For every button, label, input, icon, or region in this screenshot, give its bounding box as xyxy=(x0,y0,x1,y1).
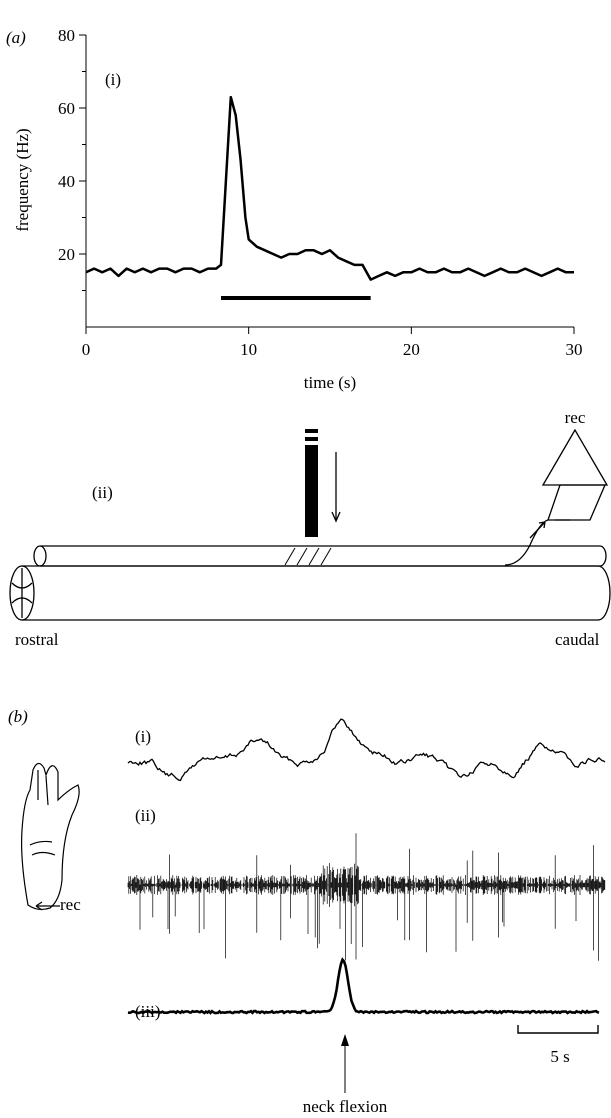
event-arrow xyxy=(341,1034,349,1046)
rec-label: rec xyxy=(60,895,81,914)
scale-bar-label: 5 s xyxy=(550,1047,569,1066)
panel-label: (b) xyxy=(8,707,28,726)
x-axis-label: time (s) xyxy=(304,373,356,392)
trace-iii xyxy=(127,957,600,1015)
rec-label: rec xyxy=(565,408,586,427)
x-tick-label: 0 xyxy=(82,340,91,359)
sub-panel-label: (ii) xyxy=(92,483,113,502)
y-axis-label: frequency (Hz) xyxy=(13,128,32,231)
stimulus-probe xyxy=(305,445,318,537)
scale-bar xyxy=(517,1025,599,1034)
panel-label: (a) xyxy=(6,28,26,47)
caudal-label: caudal xyxy=(555,630,600,649)
rostral-label: rostral xyxy=(15,630,59,649)
trace-line xyxy=(85,95,574,281)
trace-label: (ii) xyxy=(135,806,156,825)
trace-ii xyxy=(127,833,606,961)
y-tick-label: 60 xyxy=(58,99,75,118)
trace-label: (i) xyxy=(135,727,151,746)
event-label: neck flexion xyxy=(303,1097,388,1116)
y-tick-label: 80 xyxy=(58,26,75,45)
hand-drawing xyxy=(21,762,80,911)
x-tick-label: 20 xyxy=(403,340,420,359)
trace-i xyxy=(127,718,606,782)
chart: 20 40 60 80 0 10 20 30 xyxy=(58,26,583,359)
x-tick-label: 30 xyxy=(566,340,583,359)
x-tick-label: 10 xyxy=(240,340,257,359)
stimulus-probe xyxy=(305,437,318,441)
nerve-diagram xyxy=(9,428,611,621)
stimulus-probe xyxy=(305,429,318,433)
traces xyxy=(127,718,606,1015)
y-tick-label: 20 xyxy=(58,245,75,264)
sub-panel-label: (i) xyxy=(105,70,121,89)
y-tick-label: 40 xyxy=(58,172,75,191)
